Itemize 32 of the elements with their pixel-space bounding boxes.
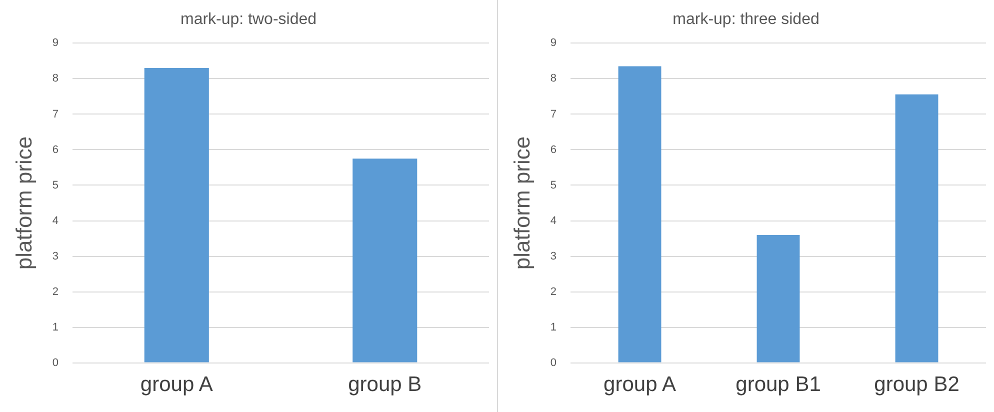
y-axis-title: platform price <box>509 136 534 270</box>
y-tick-label: 6 <box>52 144 59 156</box>
x-tick-label: group A <box>140 373 213 396</box>
x-tick-label: group B2 <box>874 373 960 396</box>
bar <box>756 234 800 362</box>
y-tick-label: 2 <box>550 286 557 298</box>
y-tick-label: 7 <box>52 108 59 120</box>
x-tick-label: group A <box>604 373 676 396</box>
chart-title: mark-up: two-sided <box>180 11 317 28</box>
x-tick-label: group B <box>348 373 422 396</box>
y-tick-label: 5 <box>52 179 59 192</box>
y-tick-label: 5 <box>550 179 557 192</box>
y-axis-title: platform price <box>11 136 36 270</box>
y-tick-label: 6 <box>550 144 557 156</box>
y-tick-label: 4 <box>52 214 59 227</box>
x-tick-label: group B1 <box>736 373 821 396</box>
y-tick-label: 0 <box>52 356 59 369</box>
y-tick-label: 8 <box>52 72 59 85</box>
y-tick-label: 9 <box>550 37 557 50</box>
bar <box>895 94 938 362</box>
y-tick-label: 7 <box>550 108 557 120</box>
y-tick-label: 8 <box>550 72 557 85</box>
y-tick-label: 3 <box>52 250 59 262</box>
y-tick-label: 1 <box>550 321 557 334</box>
y-tick-label: 4 <box>550 214 557 227</box>
chart-title: mark-up: three sided <box>672 11 820 28</box>
y-tick-label: 9 <box>52 37 59 50</box>
y-tick-label: 0 <box>550 356 557 369</box>
y-tick-label: 2 <box>52 286 59 298</box>
bar <box>618 66 662 362</box>
y-tick-label: 1 <box>52 321 59 334</box>
y-tick-label: 3 <box>550 250 557 262</box>
